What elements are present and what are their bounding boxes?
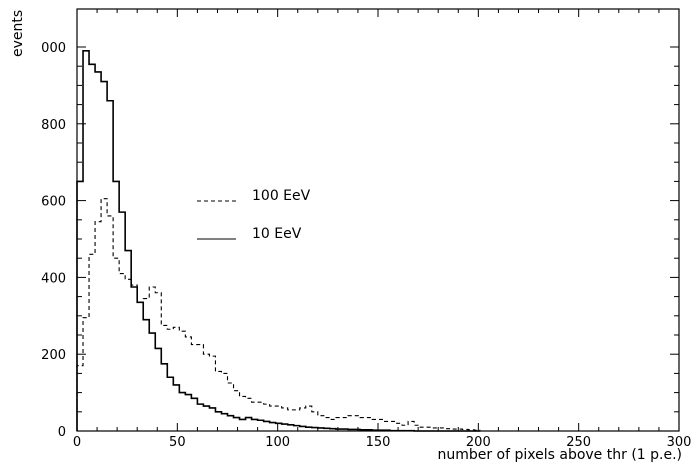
series-10-eev-line xyxy=(76,50,481,432)
y-tick-label: 600 xyxy=(41,195,66,210)
series-layer xyxy=(76,50,481,432)
x-tick-label: 0 xyxy=(73,435,81,450)
tick-labels: 0 50 100 150 200 250 300 0 200 400 600 800 000 xyxy=(41,41,691,450)
x-tick-label: 150 xyxy=(366,435,391,450)
x-tick-label: 200 xyxy=(466,435,491,450)
x-axis-label: number of pixels above thr (1 p.e.) xyxy=(437,447,682,463)
x-tick-label: 300 xyxy=(667,435,692,450)
x-tick-label: 250 xyxy=(566,435,591,450)
series-100-eev-line xyxy=(76,198,481,431)
y-tick-label: 800 xyxy=(41,118,66,133)
axis-ticks xyxy=(76,9,680,432)
y-tick-label: 0 xyxy=(58,425,66,440)
y-tick-label: 400 xyxy=(41,271,66,286)
y-tick-label: 200 xyxy=(41,348,66,363)
x-tick-label: 100 xyxy=(265,435,290,450)
y-axis-label: events xyxy=(10,10,26,57)
x-tick-label: 50 xyxy=(169,435,186,450)
legend-label-10-eev: 10 EeV xyxy=(252,226,302,242)
y-tick-label: 000 xyxy=(41,41,66,56)
legend-label-100-eev: 100 EeV xyxy=(252,188,311,204)
legend: 100 EeV 10 EeV xyxy=(197,188,311,242)
